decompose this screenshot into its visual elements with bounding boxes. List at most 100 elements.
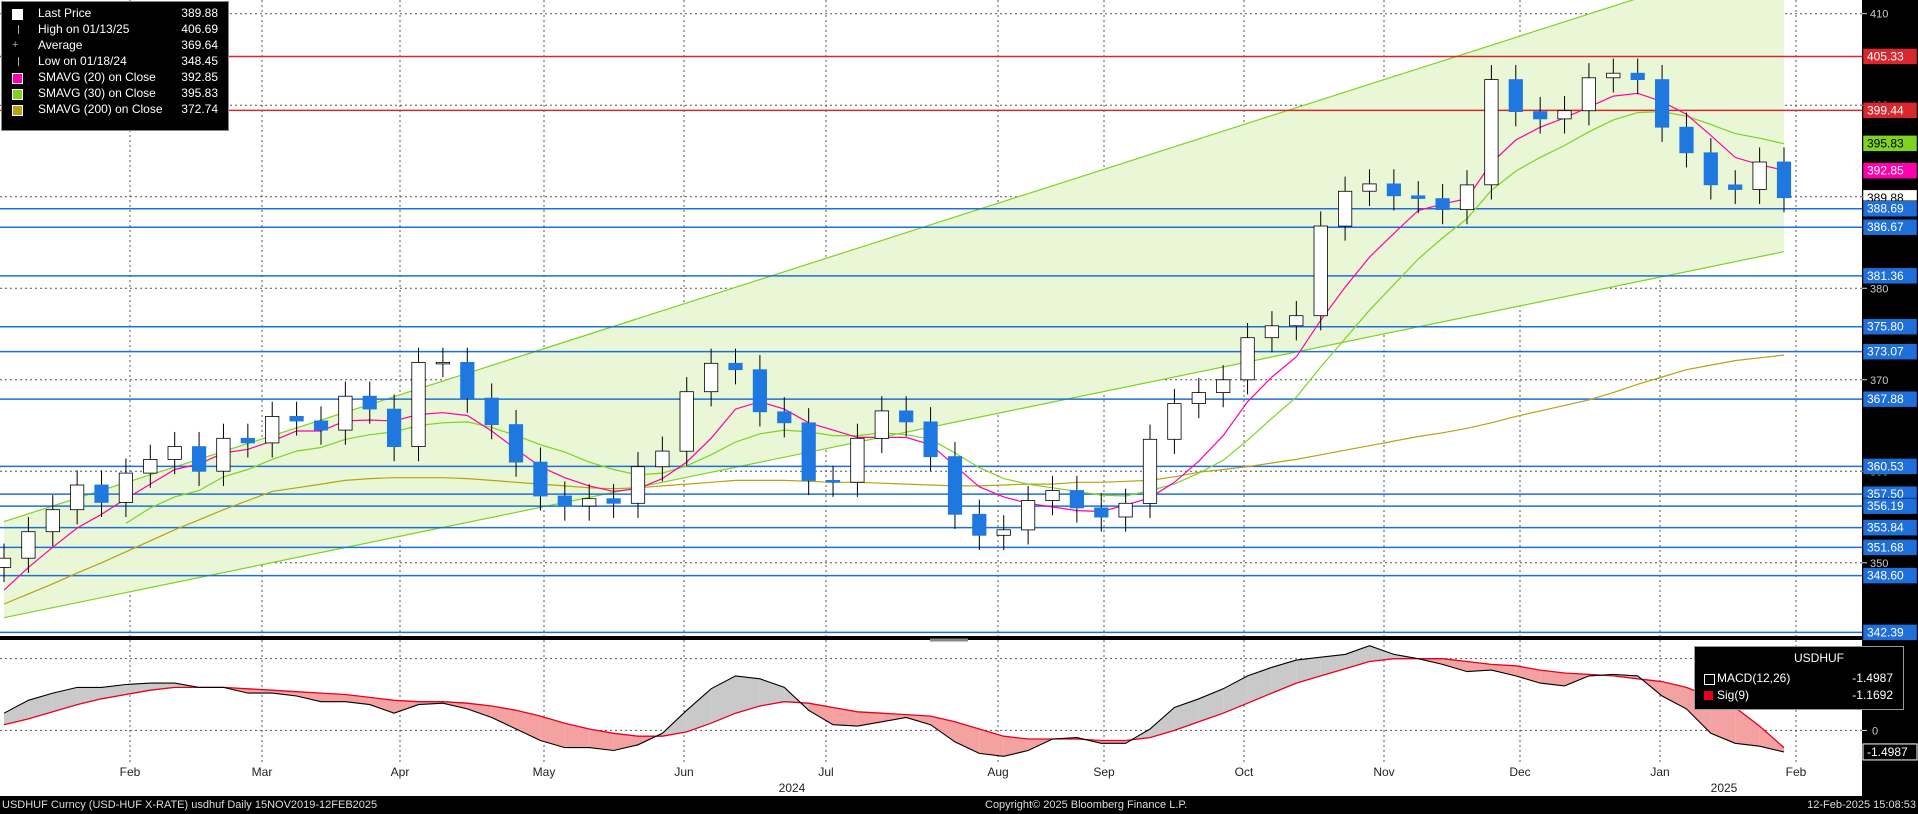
x-month-label: Feb	[120, 765, 141, 779]
price-candle	[1533, 111, 1548, 120]
axis-value-label: 375.80	[1862, 318, 1918, 335]
price-candle	[1142, 438, 1158, 504]
macd-label: MACD(12,26)	[1717, 671, 1791, 685]
macd-legend-title: USDHUF	[1794, 651, 1844, 665]
trend-channel-lower	[3, 251, 1785, 619]
price-candle	[1191, 392, 1206, 405]
axis-label-text: 395.83	[1867, 136, 1904, 150]
legend-swatch	[12, 89, 23, 100]
axis-value-label: 386.67	[1862, 218, 1918, 236]
macd-histogram-fill	[1540, 670, 1565, 686]
footer-timestamp: 12-Feb-2025 15:08:53	[1807, 799, 1916, 811]
price-candle	[411, 361, 426, 447]
price-candle	[508, 424, 524, 463]
legend-swatch	[18, 57, 28, 66]
price-candle	[143, 458, 158, 474]
macd-value-label: -1.4987	[1867, 745, 1908, 759]
macd-histogram-fill	[833, 707, 858, 727]
signal-label: Sig(9)	[1717, 688, 1750, 702]
macd-histogram-fill	[1662, 681, 1687, 709]
axis-label-text: 399.44	[1867, 103, 1904, 117]
price-candle	[1362, 183, 1377, 192]
macd-histogram-fill	[77, 687, 102, 705]
macd-histogram-fill	[150, 683, 175, 691]
price-candle	[1606, 72, 1621, 79]
price-candle	[582, 498, 597, 507]
macd-histogram-fill	[1003, 736, 1029, 757]
legend-value: 389.88	[181, 6, 218, 20]
price-candle	[1021, 500, 1036, 531]
price-candle	[1728, 184, 1743, 190]
price-candle	[0, 557, 12, 568]
legend-label: SMAVG (30) on Close	[38, 86, 156, 100]
price-candle	[1557, 110, 1572, 120]
price-candle	[1630, 72, 1645, 80]
macd-histogram-fill	[1247, 667, 1272, 704]
axis-label-box	[1862, 267, 1918, 285]
macd-histogram-fill	[1491, 664, 1516, 676]
price-candle	[606, 498, 621, 504]
macd-histogram-fill	[1515, 665, 1541, 684]
price-candle	[1703, 152, 1718, 186]
price-candle	[557, 495, 572, 507]
legend-row: High on 01/13/25 406.69	[10, 22, 222, 37]
price-candle	[752, 369, 768, 413]
price-candle	[1508, 79, 1523, 112]
axis-label-box	[1862, 458, 1918, 475]
macd-value: -1.4987	[1852, 671, 1893, 685]
axis-value-label: 360.53	[1862, 458, 1918, 475]
x-month-label: Feb	[1786, 765, 1807, 779]
axis-value-label: 381.36	[1862, 267, 1918, 285]
axis-value-label: 348.60	[1862, 567, 1918, 584]
price-candle	[289, 415, 304, 422]
price-candle	[1264, 325, 1279, 339]
price-candle	[1313, 225, 1328, 317]
price-candle	[825, 479, 841, 483]
price-candle	[118, 472, 133, 503]
macd-histogram-fill	[1369, 645, 1394, 662]
price-candle	[777, 411, 792, 424]
macd-histogram-fill	[491, 706, 517, 729]
legend-label: Last Price	[38, 6, 92, 20]
price-candle	[1386, 183, 1401, 197]
axis-label-box	[1862, 519, 1918, 536]
legend-value: 392.85	[181, 70, 218, 84]
macd-histogram-fill	[1564, 673, 1589, 686]
macd-histogram-fill	[808, 703, 833, 725]
macd-histogram-fill	[1271, 660, 1297, 694]
x-month-label: Oct	[1235, 765, 1254, 779]
axis-label-text: 357.50	[1867, 487, 1904, 501]
legend-label: Low on 01/18/24	[38, 54, 127, 68]
macd-histogram-fill	[1296, 657, 1321, 684]
price-candle	[1776, 161, 1792, 199]
price-candle	[630, 466, 646, 504]
axis-value-label: 388.69	[1862, 200, 1918, 217]
x-month-label: Jul	[818, 765, 833, 779]
axis-value-label: 353.84	[1862, 519, 1918, 536]
macd-legend: USDHUF MACD(12,26) -1.4987 Sig(9) -1.169…	[1694, 646, 1904, 710]
axis-value-label: 351.68	[1862, 539, 1918, 556]
axis-label-box	[1862, 162, 1918, 179]
legend-row: + Average 369.64	[10, 38, 222, 53]
axis-label-box	[1862, 567, 1918, 584]
price-candle	[1045, 490, 1060, 502]
price-candle	[1752, 161, 1767, 190]
macd-histogram-fill	[1320, 654, 1346, 676]
price-candle	[484, 397, 499, 426]
macd-histogram-fill	[589, 729, 614, 751]
price-candle	[850, 437, 865, 483]
legend-value: 395.83	[181, 86, 218, 100]
macd-histogram-fill	[564, 723, 590, 748]
price-candle	[191, 446, 207, 472]
macd-legend-row: MACD(12,26) -1.4987	[1703, 671, 1897, 686]
y-tick-label: 380	[1870, 283, 1888, 295]
signal-value: -1.1692	[1852, 688, 1893, 702]
macd-histogram-fill	[1223, 675, 1248, 714]
axis-label-box	[1862, 200, 1918, 217]
legend-value: 406.69	[181, 22, 218, 36]
axis-label-box	[1862, 497, 1918, 515]
axis-label-text: 386.67	[1867, 220, 1904, 234]
legend-swatch: +	[12, 39, 19, 51]
price-candle	[265, 415, 280, 444]
price-candle	[1435, 198, 1450, 211]
